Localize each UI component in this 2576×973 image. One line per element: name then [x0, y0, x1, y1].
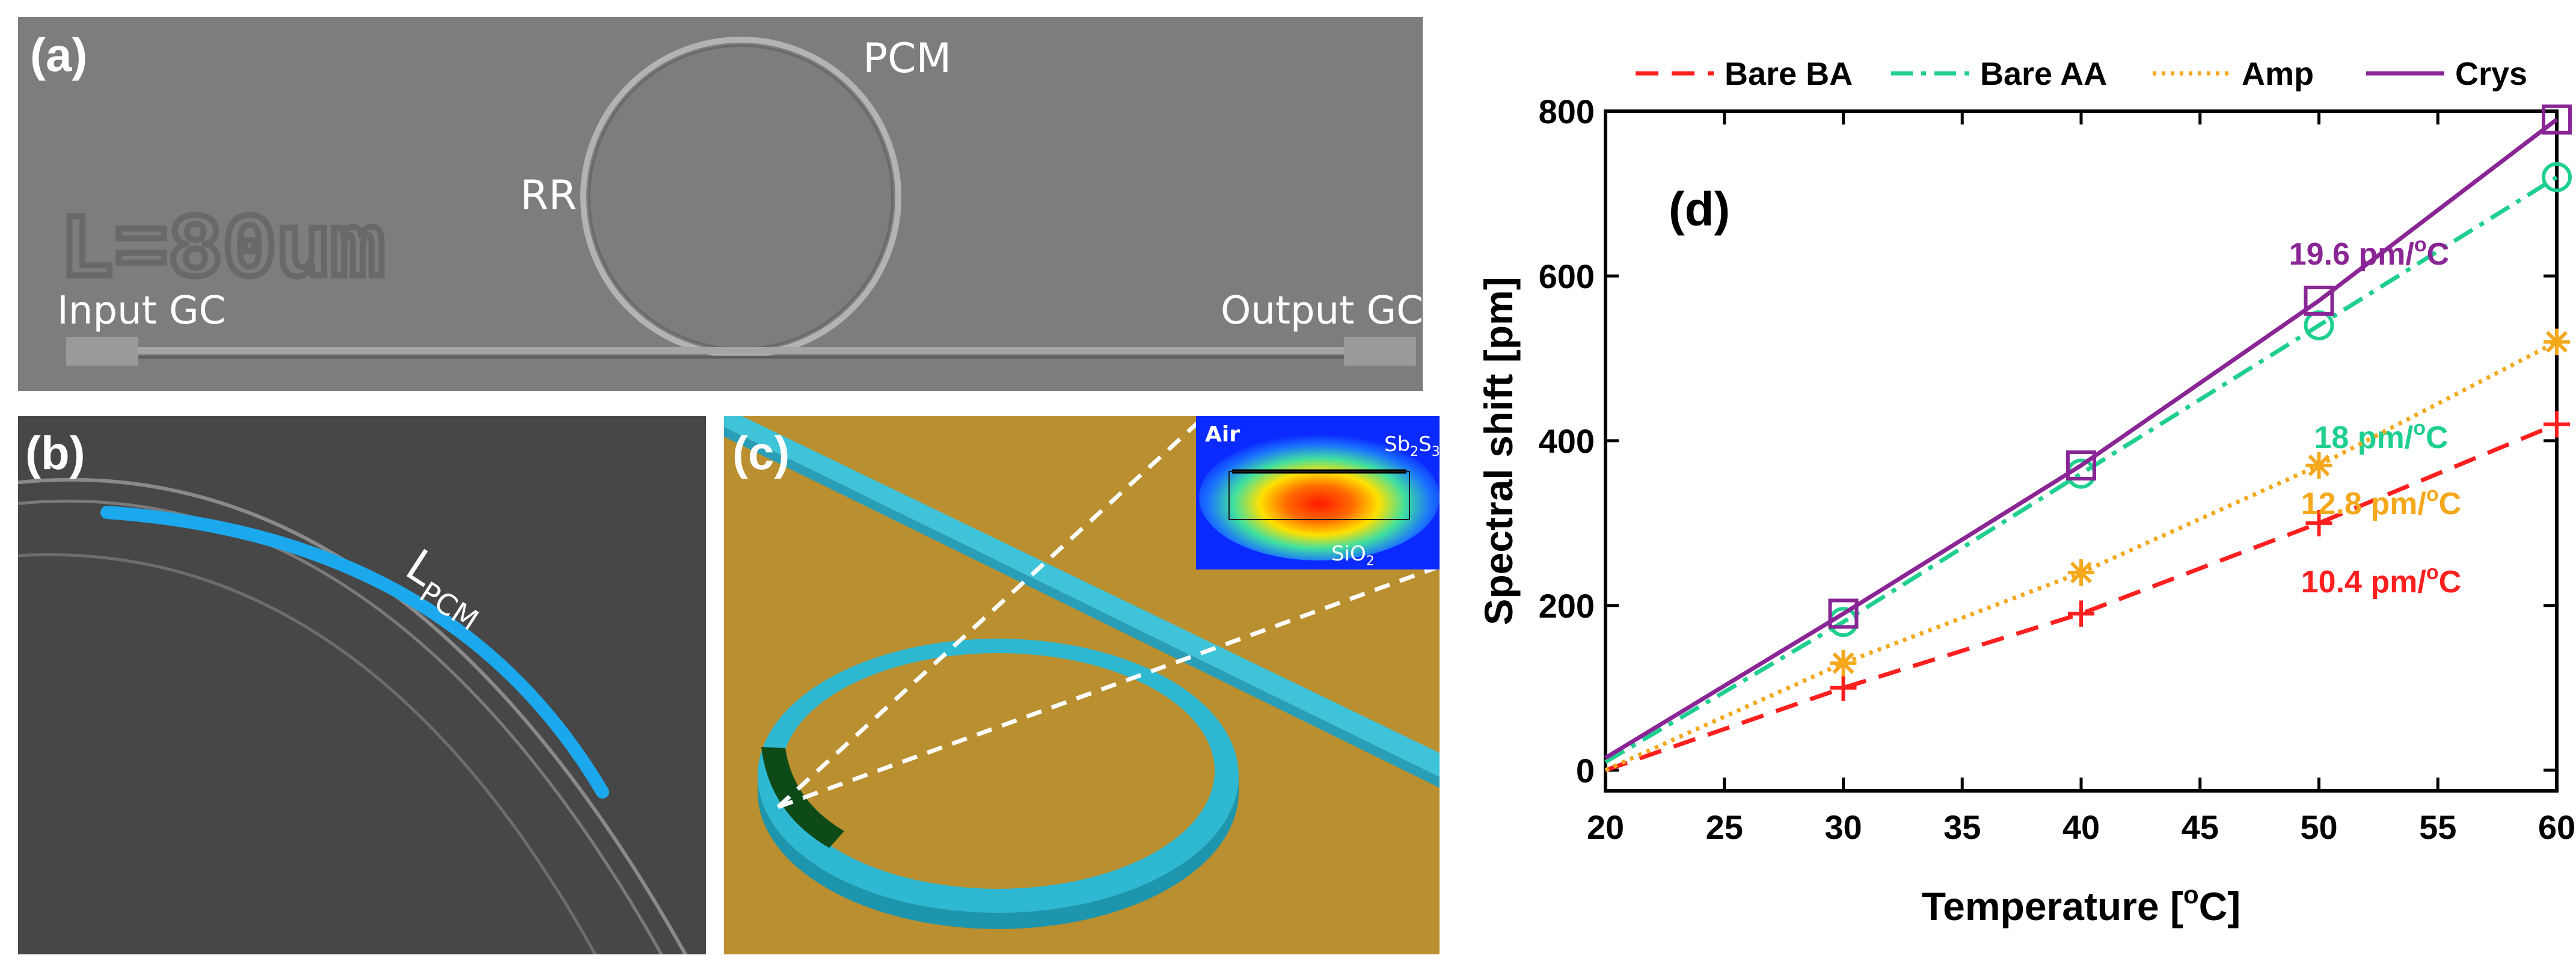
panel-c-3d-render: Air Sb2S3 SiO2 (c)	[724, 416, 1440, 954]
data-point-bare-ba	[2305, 509, 2332, 536]
y-axis-label: Spectral shift [pm]	[1476, 277, 1521, 625]
legend-label-amp: Amp	[2242, 56, 2314, 92]
x-tick-label: 55	[2419, 808, 2456, 846]
pcm-segment	[100, 506, 609, 799]
slope-label-bare-ba: 10.4 pm/oC	[2301, 561, 2461, 600]
data-point-crys	[2066, 450, 2096, 480]
legend-label-crys: Crys	[2455, 56, 2527, 92]
x-tick-label: 30	[1824, 808, 1862, 846]
chart-legend: Bare BA Bare AA Amp Crys	[1636, 56, 2527, 92]
y-tick-label: 200	[1539, 587, 1595, 625]
data-point-bare-aa	[2542, 162, 2572, 192]
slope-label-crys: 19.6 pm/oC	[2289, 233, 2449, 272]
panel-b-sem-zoom: (b) L PCM	[18, 416, 706, 954]
sio2-label: SiO2	[1331, 542, 1375, 569]
chart-panel-label: (d)	[1669, 182, 1730, 236]
x-tick-label: 20	[1587, 808, 1624, 846]
x-tick-label: 40	[2062, 808, 2100, 846]
legend-label-bare-aa: Bare AA	[1980, 56, 2107, 92]
data-point-crys	[1828, 598, 1859, 629]
x-tick-label: 60	[2538, 808, 2575, 846]
x-tick-label: 50	[2300, 808, 2337, 846]
panel-d-chart: Bare BA Bare AA Amp Crys 20 25 30 35 40 45 50 55 60…	[1443, 0, 2576, 973]
svg-text:L=80um: L=80um	[60, 201, 385, 303]
slope-label-bare-aa: 18 pm/oC	[2314, 417, 2448, 455]
panel-c-label: (c)	[732, 426, 790, 479]
y-tick-label: 0	[1576, 752, 1595, 790]
data-point-amp	[2305, 452, 2332, 479]
slope-label-amp: 12.8 pm/oC	[2301, 483, 2461, 521]
y-tick-label: 800	[1539, 93, 1595, 130]
data-point-bare-ba	[2068, 600, 2094, 627]
input-grating-coupler	[66, 337, 138, 366]
x-tick-label: 25	[1706, 808, 1743, 846]
series-line-bare-aa	[1604, 175, 2558, 764]
y-tick-label: 600	[1539, 257, 1595, 295]
output-gc-label: Output GC	[1221, 289, 1423, 333]
panel-b-label: (b)	[25, 426, 85, 479]
series-line-crys	[1604, 117, 2559, 760]
data-point-bare-ba	[2544, 411, 2570, 438]
x-tick-label: 35	[1943, 808, 1981, 846]
x-axis-label: Temperature [oC]	[1922, 880, 2241, 928]
x-tick-label: 45	[2182, 808, 2219, 846]
spectral-shift-chart: Bare BA Bare AA Amp Crys 20 25 30 35 40 45 50 55 60…	[1476, 56, 2575, 928]
data-point-bare-ba	[1830, 674, 1857, 701]
bus-waveguide-3d	[724, 416, 1440, 777]
pcm-segment-3d	[761, 747, 844, 848]
y-tick-label: 400	[1539, 422, 1595, 460]
air-label: Air	[1205, 422, 1240, 447]
pcm-label: PCM	[863, 35, 951, 82]
panel-a-label: (a)	[30, 28, 87, 81]
data-point-crys	[2542, 104, 2572, 135]
data-point-crys	[2304, 286, 2334, 316]
panel-a-sem-image: L=80um (a) PCM RR Input GC Output GC	[18, 17, 1423, 391]
mode-profile-inset: Air Sb2S3 SiO2	[1196, 416, 1440, 569]
input-gc-label: Input GC	[57, 289, 225, 333]
series-line-bare-ba	[1604, 422, 2558, 773]
ring-resonator	[580, 37, 901, 358]
rr-label: RR	[520, 172, 577, 219]
output-grating-coupler	[1344, 337, 1416, 366]
data-point-amp	[2544, 328, 2570, 355]
sb2s3-label: Sb2S3	[1384, 432, 1440, 459]
legend-label-bare-ba: Bare BA	[1725, 56, 1853, 92]
data-point-amp	[1830, 649, 1857, 677]
data-point-amp	[2068, 559, 2094, 586]
etched-length-label: L=80um	[57, 198, 388, 306]
